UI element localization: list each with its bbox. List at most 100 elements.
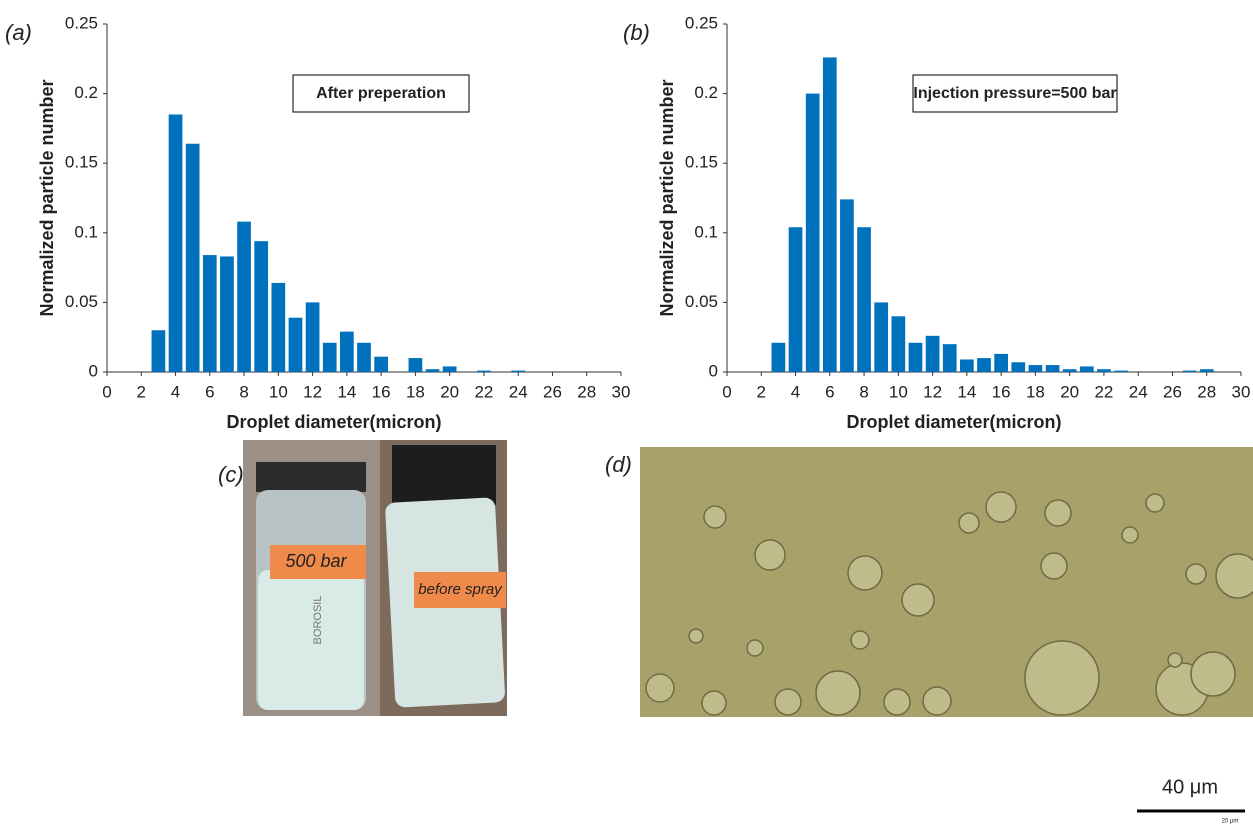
x-tick-label: 0: [102, 382, 111, 401]
x-tick-label: 18: [406, 382, 425, 401]
y-tick-label: 0.15: [65, 153, 98, 172]
x-tick-label: 10: [889, 382, 908, 401]
panel-label: (a): [5, 20, 32, 45]
x-tick-label: 12: [303, 382, 322, 401]
x-tick-label: 24: [1129, 382, 1148, 401]
droplet: [1121, 526, 1139, 544]
bar: [908, 342, 923, 372]
bar: [805, 93, 820, 372]
droplet: [883, 688, 911, 716]
y-tick-label: 0.25: [685, 13, 718, 32]
droplet: [815, 670, 861, 716]
panel-label: (b): [623, 20, 650, 45]
x-tick-label: 2: [757, 382, 766, 401]
droplet: [645, 673, 675, 703]
bar: [374, 356, 388, 372]
bar: [977, 358, 991, 372]
panel-label: (c): [218, 462, 244, 487]
bar: [288, 317, 303, 372]
x-tick-label: 10: [269, 382, 288, 401]
x-tick-label: 28: [1197, 382, 1216, 401]
x-tick-label: 20: [440, 382, 459, 401]
bar: [891, 316, 906, 372]
y-tick-label: 0.1: [694, 222, 718, 241]
droplet: [1190, 651, 1236, 697]
x-tick-label: 18: [1026, 382, 1045, 401]
bar: [994, 353, 1008, 372]
x-tick-label: 22: [1094, 382, 1113, 401]
x-tick-label: 8: [239, 382, 248, 401]
bar: [151, 330, 166, 372]
annotation: After preperation: [316, 85, 446, 102]
droplet: [746, 639, 764, 657]
droplet: [1040, 552, 1068, 580]
droplet: [1044, 499, 1072, 527]
x-tick-label: 22: [474, 382, 493, 401]
vial-label: before spray: [418, 581, 503, 598]
x-tick-label: 26: [1163, 382, 1182, 401]
x-tick-label: 14: [957, 382, 976, 401]
bar: [1199, 369, 1214, 372]
annotation-box: [912, 74, 1118, 113]
scale-bar-small: 20 μm: [1222, 819, 1239, 825]
vial-cap: [392, 445, 496, 505]
vial-liquid: [258, 570, 364, 710]
bar: [840, 199, 854, 372]
y-axis-label: Normalized particle number: [37, 79, 57, 316]
x-tick-label: 6: [825, 382, 834, 401]
y-tick-label: 0.05: [65, 292, 98, 311]
bar: [511, 370, 526, 372]
bar: [357, 342, 371, 372]
bar: [857, 227, 871, 372]
vial-brand: BOROSIL: [312, 596, 324, 645]
y-tick-label: 0.2: [694, 83, 718, 102]
bar: [168, 114, 183, 372]
droplet: [701, 690, 727, 716]
x-tick-label: 0: [722, 382, 731, 401]
vial-tag: [414, 572, 506, 608]
droplet: [1185, 563, 1207, 585]
annotation-box: [292, 74, 470, 113]
bar: [874, 302, 889, 372]
x-tick-label: 30: [1232, 382, 1251, 401]
droplet: [1215, 553, 1253, 599]
vial-cap: [256, 462, 366, 492]
x-tick-label: 24: [509, 382, 528, 401]
droplet: [985, 491, 1017, 523]
x-tick-label: 4: [791, 382, 800, 401]
bar: [477, 370, 491, 372]
droplet: [901, 583, 935, 617]
droplet: [958, 512, 980, 534]
droplet: [754, 539, 786, 571]
bar: [322, 342, 337, 372]
bar: [1011, 362, 1026, 372]
bar: [1097, 369, 1111, 372]
bar: [960, 359, 974, 372]
annotation: Injection pressure=500 bar: [913, 85, 1116, 102]
bar: [237, 221, 251, 372]
x-tick-label: 12: [923, 382, 942, 401]
droplet: [850, 630, 870, 650]
y-tick-label: 0.2: [74, 83, 98, 102]
x-tick-label: 28: [577, 382, 596, 401]
vial-tag: [270, 545, 366, 579]
bar: [925, 335, 940, 372]
bar: [1114, 370, 1128, 372]
y-tick-label: 0.1: [74, 222, 98, 241]
scale-bar-label: 40 μm: [1162, 776, 1218, 798]
bar: [340, 331, 354, 372]
droplet: [1167, 652, 1183, 668]
x-tick-label: 8: [859, 382, 868, 401]
y-axis-label: Normalized particle number: [657, 79, 677, 316]
bar: [771, 342, 786, 372]
x-axis-label: Droplet diameter(micron): [226, 412, 441, 432]
bar: [442, 366, 457, 372]
x-axis-label: Droplet diameter(micron): [846, 412, 1061, 432]
droplet: [703, 505, 727, 529]
y-tick-label: 0: [89, 361, 98, 380]
x-tick-label: 14: [337, 382, 356, 401]
micrograph: [640, 447, 1253, 717]
y-tick-label: 0.15: [685, 153, 718, 172]
bar: [408, 358, 423, 372]
